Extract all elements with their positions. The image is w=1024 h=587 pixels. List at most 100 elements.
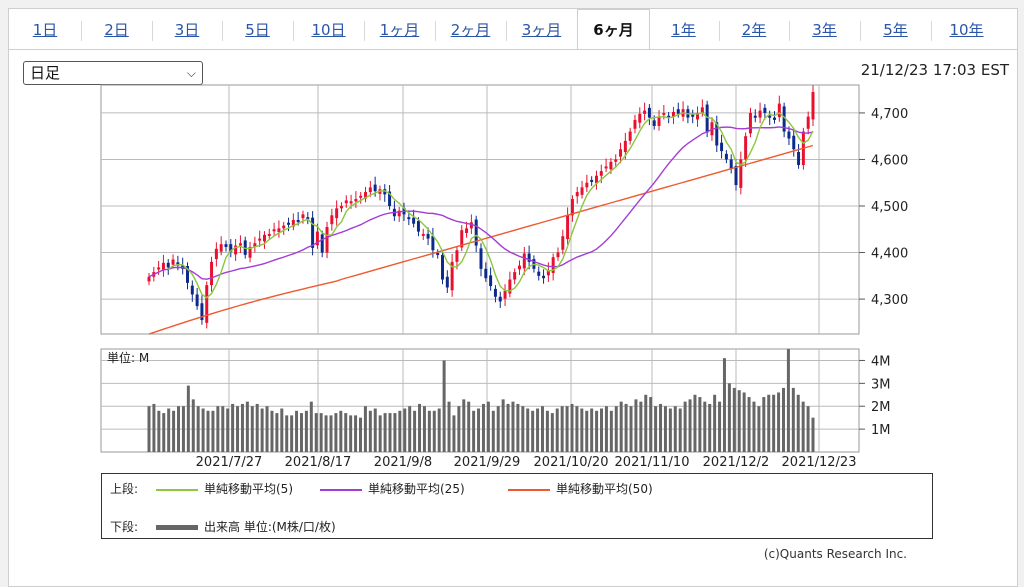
candle-body [238,243,242,246]
tab-4[interactable]: 5日 [245,21,270,39]
price-grid [100,84,860,335]
candle-body [522,253,526,269]
volume-bar [216,406,220,452]
volume-bar [550,413,554,452]
candle-body [758,110,762,118]
legend-ma25-swatch [320,488,362,491]
tab-10[interactable]: 1年 [671,21,696,39]
date-tick-label: 2021/8/17 [285,455,352,469]
volume-bar [270,410,274,452]
volume-bar [491,410,495,452]
volume-bar [481,403,485,452]
volume-bar [762,397,766,452]
candle-body [287,222,291,225]
price-plot-frame [100,84,860,335]
tab-divider [9,49,1017,50]
tab-separator [435,21,436,41]
date-tick-label: 2021/11/10 [615,455,690,469]
candle-body [368,187,372,193]
volume-bar [585,410,589,452]
volume-bar [275,413,279,452]
candle-body [763,107,767,113]
volume-bar [678,408,682,452]
tab-9[interactable]: 6ヶ月 [577,9,650,50]
volume-bar [368,410,372,452]
volume-bar [570,403,574,452]
volume-bar [595,410,599,452]
candle-body [696,112,700,120]
tab-6[interactable]: 1ヶ月 [379,21,420,39]
volume-bar [324,415,328,452]
candle-body [739,159,743,188]
timestamp: 21/12/23 17:03 EST [860,61,1009,79]
tab-1[interactable]: 1日 [32,21,58,39]
volume-bar [777,392,781,452]
price-moving-averages [148,111,814,335]
candle-body [753,115,757,118]
volume-bar [314,413,318,452]
candle-body [748,112,752,134]
candle-body [734,165,738,186]
tab-14[interactable]: 10年 [949,21,984,39]
volume-bar [309,401,313,452]
candle-body [469,222,473,229]
candle-body [373,184,377,192]
tab-13[interactable]: 5年 [883,21,908,39]
volume-bar [590,408,594,452]
volume-bar [654,406,658,452]
tab-2[interactable]: 2日 [104,21,129,39]
volume-bar [703,401,707,452]
candle-body [811,91,815,120]
ma5-line [167,111,814,299]
candle-body [590,179,594,182]
candle-body [383,189,387,195]
volume-bar [540,406,544,452]
volume-bar [427,410,431,452]
date-axis: 2021/7/27 2021/8/17 2021/9/8 2021/9/29 2021/… [196,455,857,469]
candle-body [513,272,517,280]
tab-12[interactable]: 3年 [812,21,837,39]
volume-bar [378,415,382,452]
volume-bar [462,399,466,452]
candle-body [700,107,704,113]
price-tick-label: 4,600 [871,153,908,168]
candle-body [744,136,748,160]
candle-body [258,238,262,241]
volume-bar [339,410,343,452]
candle-body [388,191,392,207]
volume-bar [295,410,299,452]
tab-separator [860,21,861,41]
volume-bar [432,410,436,452]
tab-separator [81,21,82,41]
candle-body [277,228,281,233]
tab-11[interactable]: 2年 [741,21,767,39]
volume-bar [806,406,810,452]
volume-bar [796,394,800,452]
candle-body [320,234,324,253]
tab-7[interactable]: 2ヶ月 [450,21,491,39]
price-tick-label: 4,500 [871,200,908,215]
volume-bar [536,408,540,452]
tab-5[interactable]: 10日 [311,21,346,39]
candle-body [224,244,228,247]
volume-bar [211,410,215,452]
tab-separator [293,21,294,41]
volume-bar [265,406,269,452]
candle-body [210,261,214,286]
candle-body [186,266,189,283]
tab-3[interactable]: 3日 [174,21,200,39]
candle-body [205,285,209,323]
volume-bar [398,410,402,452]
tab-8[interactable]: 3ヶ月 [521,21,562,39]
chevron-down-icon: ⌵ [186,66,196,80]
legend-ma50-label: 単純移動平均(50) [556,482,653,496]
candle-body [267,233,271,236]
date-tick-label: 2021/7/27 [196,455,263,469]
volume-bar [221,406,225,452]
volume-bar [201,408,205,452]
volume-bar [772,394,776,452]
candle-body [619,149,623,157]
volume-bar [560,406,564,452]
volume-bar [555,408,559,452]
candle-body [161,262,165,271]
